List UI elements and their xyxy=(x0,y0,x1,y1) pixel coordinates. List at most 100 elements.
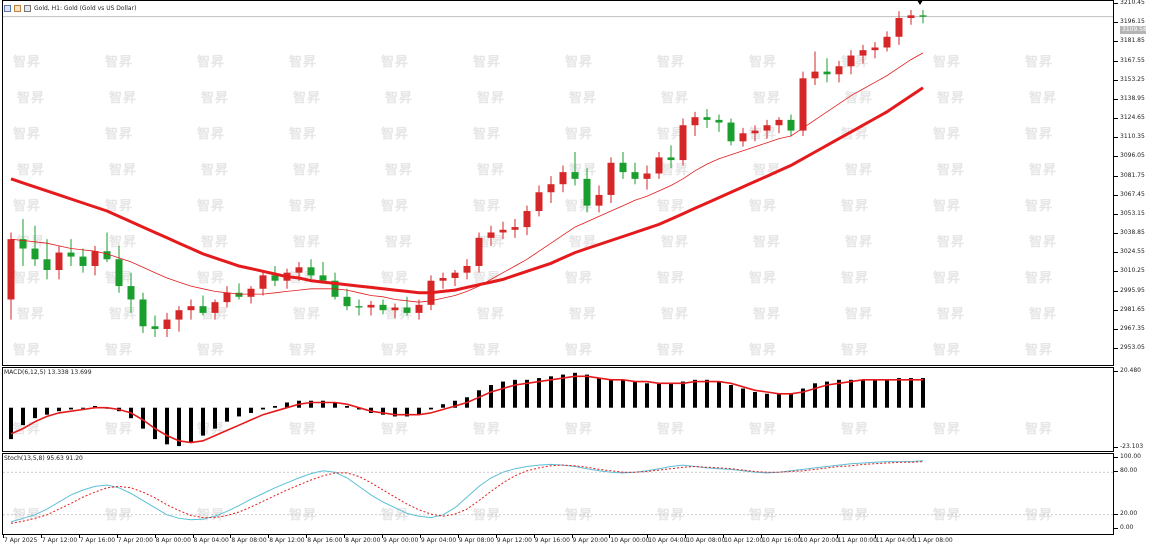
watermark-logo: 智昇 xyxy=(657,55,686,70)
candle-body xyxy=(175,310,183,320)
macd-histogram-bar xyxy=(381,407,385,415)
watermark-logo: 智昇 xyxy=(13,127,42,142)
candle-body xyxy=(319,275,327,281)
chart-type-icon[interactable] xyxy=(4,4,11,12)
candle-body xyxy=(247,288,255,297)
watermark-logo: 智昇 xyxy=(105,508,134,523)
candle-body xyxy=(127,286,135,300)
candle-body xyxy=(883,36,891,48)
macd-title: MACD(6,12,5) 13.338 13.699 xyxy=(4,369,92,376)
watermark-logo: 智昇 xyxy=(381,508,410,523)
time-axis-tick xyxy=(154,535,156,538)
watermark-logo: 智昇 xyxy=(289,508,318,523)
macd-histogram-bar xyxy=(69,407,73,410)
watermark-logo: 智昇 xyxy=(661,163,690,178)
time-axis-label: 10 Apr 08:00 xyxy=(686,537,726,544)
time-axis-tick xyxy=(609,535,611,538)
watermark-logo: 智昇 xyxy=(201,163,230,178)
chart-mode-icon[interactable] xyxy=(24,4,31,12)
time-axis-label: 8 Apr 04:00 xyxy=(193,537,229,544)
macd-signal-line xyxy=(10,375,923,444)
watermark-logo: 智昇 xyxy=(933,199,962,214)
price-axis-label: 3081.75 xyxy=(1120,171,1145,179)
price-axis-tick xyxy=(1114,213,1118,215)
watermark-logo: 智昇 xyxy=(289,55,318,70)
watermark-logo: 智昇 xyxy=(565,127,594,142)
macd-histogram-bar xyxy=(405,407,409,417)
candle-body xyxy=(7,239,15,300)
time-axis-tick xyxy=(685,535,687,538)
time-axis-label: 7 Apr 12:00 xyxy=(41,537,78,544)
watermark-logo: 智昇 xyxy=(657,422,686,437)
price-axis-label: 3038.85 xyxy=(1120,229,1145,236)
watermark-logo: 智昇 xyxy=(933,422,962,437)
macd-histogram-bar xyxy=(717,381,721,408)
macd-histogram-bar xyxy=(837,379,841,408)
candle-body xyxy=(163,319,171,329)
time-axis-tick xyxy=(874,535,876,538)
macd-histogram-bar xyxy=(657,383,661,408)
candle-body xyxy=(859,50,867,56)
time-axis-label: 9 Apr 12:00 xyxy=(496,537,532,544)
price-axis-tick xyxy=(1114,194,1118,196)
candle-body xyxy=(535,192,543,212)
macd-histogram-bar xyxy=(549,376,553,408)
macd-histogram-bar xyxy=(417,407,421,415)
price-axis-tick xyxy=(1114,22,1118,24)
macd-histogram-bar xyxy=(189,407,193,443)
stochastic-pane[interactable]: 智昇智昇智昇智昇智昇智昇智昇智昇智昇智昇智昇智昇智昇智昇智昇智昇智昇智昇智昇智昇… xyxy=(2,453,1114,535)
macd-histogram-bar xyxy=(309,400,313,408)
candle-body xyxy=(439,278,447,281)
macd-histogram-bar xyxy=(801,388,805,408)
price-axis-tick xyxy=(1114,79,1118,81)
watermark-logo: 智昇 xyxy=(473,508,502,523)
macd-histogram-bar xyxy=(201,407,205,436)
macd-histogram-bar xyxy=(921,378,925,408)
price-chart-pane[interactable]: 智昇 智昇 智昇 智昇 智昇 智昇 智昇 智昇 智昇 智昇 智昇 智昇 智昇 智昇 智昇 智昇 智昇 智昇 智昇 智昇… xyxy=(2,0,1114,366)
candle-body xyxy=(307,267,315,276)
watermark-logo: 智昇 xyxy=(749,422,778,437)
price-chart-svg xyxy=(3,9,1113,338)
watermark-logo: 智昇 xyxy=(105,422,134,437)
watermark-logo: 智昇 xyxy=(385,91,414,106)
candle-body xyxy=(775,119,783,126)
macd-pane[interactable]: 智昇智昇智昇智昇智昇智昇智昇智昇智昇智昇智昇智昇智昇智昇智昇智昇智昇智昇智昇智昇… xyxy=(2,367,1114,452)
candle-body xyxy=(355,306,363,308)
time-axis-label: 9 Apr 08:00 xyxy=(458,537,495,544)
macd-axis-tick xyxy=(1114,447,1118,448)
candle-body xyxy=(523,211,531,228)
stoch-axis-tick xyxy=(1114,471,1118,473)
candle-body xyxy=(559,172,567,185)
watermark-logo: 智昇 xyxy=(845,235,874,250)
candle-body xyxy=(415,304,423,313)
watermark-logo: 智昇 xyxy=(937,91,966,106)
watermark-logo: 智昇 xyxy=(381,343,410,358)
watermark-logo: 智昇 xyxy=(841,422,870,437)
macd-histogram-bar xyxy=(765,393,769,408)
watermark-logo: 智昇 xyxy=(753,307,782,322)
time-axis-label: 9 Apr 00:00 xyxy=(383,537,419,544)
chart-shift-marker-icon[interactable] xyxy=(917,0,923,5)
candle-body xyxy=(907,15,915,19)
macd-histogram-bar xyxy=(165,407,169,445)
watermark-logo: 智昇 xyxy=(105,199,134,214)
watermark-logo: 智昇 xyxy=(841,508,870,523)
time-axis-label: 9 Apr 04:00 xyxy=(420,537,457,544)
macd-histogram-bar xyxy=(729,385,733,408)
watermark-logo: 智昇 xyxy=(933,343,962,358)
macd-histogram-bar xyxy=(705,379,709,408)
candle-body xyxy=(583,178,591,206)
watermark-logo: 智昇 xyxy=(657,271,686,286)
stoch-main-line xyxy=(10,460,924,523)
watermark-logo: 智昇 xyxy=(1029,235,1058,250)
candle-body xyxy=(295,267,303,273)
watermark-logo: 智昇 xyxy=(937,307,966,322)
price-axis-tick xyxy=(1114,233,1118,234)
watermark-logo: 智昇 xyxy=(565,508,594,523)
macd-histogram-bar xyxy=(285,402,289,408)
candle-body xyxy=(115,259,123,287)
watermark-logo: 智昇 xyxy=(473,422,502,437)
watermark-logo: 智昇 xyxy=(1025,343,1054,358)
one-click-trading-icon[interactable] xyxy=(14,4,21,12)
